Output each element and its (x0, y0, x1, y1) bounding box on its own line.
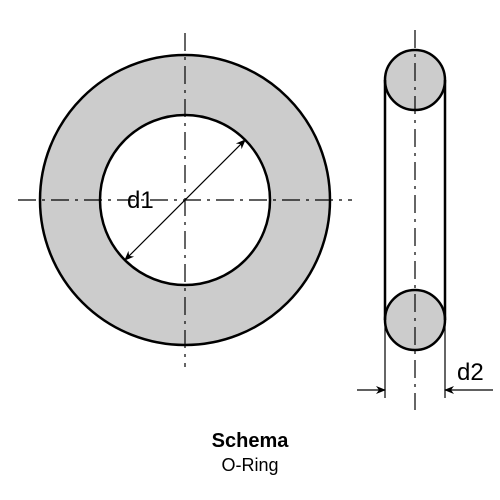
d1-label: d1 (127, 187, 154, 214)
caption-subtitle: O-Ring (0, 455, 500, 476)
d2-label: d2 (457, 359, 484, 386)
diagram-canvas: d1 d2 Schema O-Ring (0, 0, 500, 500)
caption-title: Schema (0, 430, 500, 453)
oring-schematic: d1 d2 (0, 0, 500, 500)
caption: Schema O-Ring (0, 430, 500, 476)
